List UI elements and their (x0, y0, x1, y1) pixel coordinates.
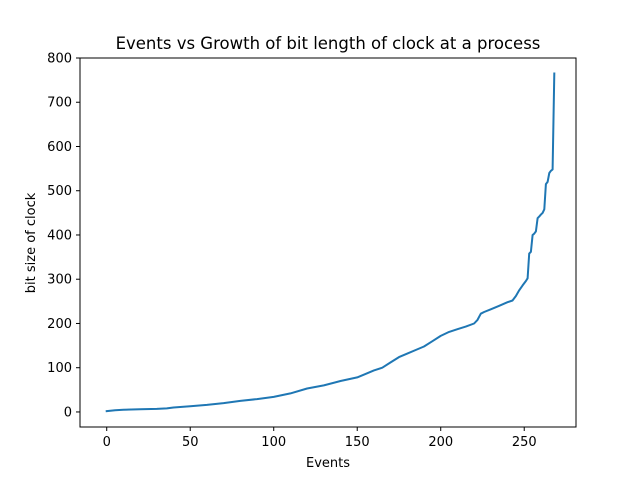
plot-area (105, 72, 556, 413)
x-tick-label: 250 (512, 435, 537, 450)
x-tick-label: 100 (261, 435, 286, 450)
y-tick-label: 800 (47, 52, 72, 67)
y-axis-label: bit size of clock (24, 192, 39, 293)
y-axis: 0 100 200 300 400 500 600 700 800 (47, 52, 80, 420)
y-tick-label: 0 (64, 405, 72, 420)
y-tick-label: 200 (47, 317, 72, 332)
y-tick-label: 300 (47, 273, 72, 288)
axes-frame (79, 57, 577, 428)
y-tick-label: 700 (47, 96, 72, 111)
y-tick-label: 600 (47, 140, 72, 155)
x-tick-label: 0 (103, 435, 111, 450)
chart-title: Events vs Growth of bit length of clock … (116, 34, 541, 53)
x-axis-label: Events (306, 456, 350, 471)
y-tick-label: 500 (47, 184, 72, 199)
x-tick-label: 200 (428, 435, 453, 450)
x-tick-label: 150 (345, 435, 370, 450)
x-axis: 0 50 100 150 200 250 (103, 427, 537, 450)
series-line (105, 72, 556, 413)
y-tick-label: 100 (47, 361, 72, 376)
x-tick-label: 50 (182, 435, 199, 450)
y-tick-label: 400 (47, 228, 72, 243)
